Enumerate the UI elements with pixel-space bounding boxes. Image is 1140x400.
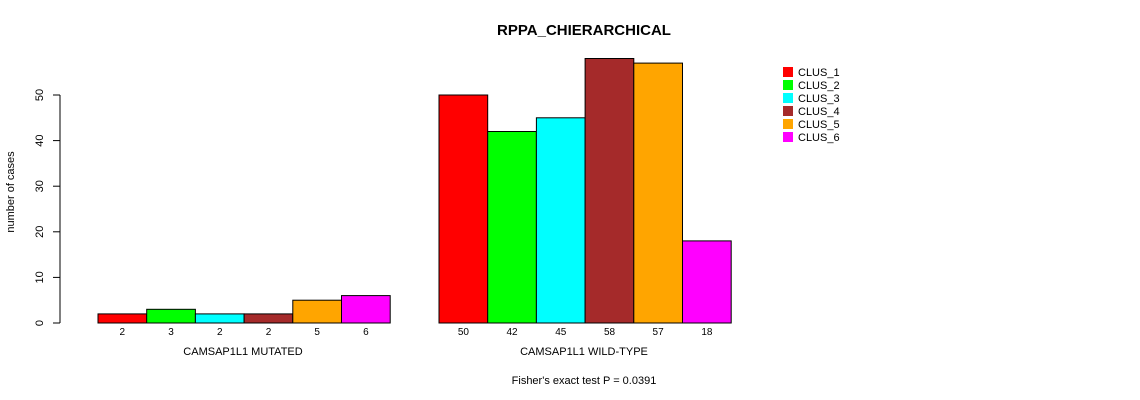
y-tick-label: 30 xyxy=(34,180,46,192)
bar-count-label: 18 xyxy=(701,327,713,338)
bars xyxy=(97,58,732,324)
bar-clus-2 xyxy=(146,308,196,324)
legend-swatch xyxy=(783,93,793,103)
legend-label: CLUS_4 xyxy=(798,106,840,118)
bar-clus-1 xyxy=(438,94,489,324)
chart-title: RPPA_CHIERARCHICAL xyxy=(497,22,671,39)
group-label-wild-type: CAMSAP1L1 WILD-TYPE xyxy=(520,346,648,358)
y-axis: 0 10 20 30 40 50 xyxy=(34,89,61,326)
legend-label: CLUS_3 xyxy=(798,93,840,105)
legend-swatch xyxy=(783,67,793,77)
bar-count-label: 6 xyxy=(363,327,369,338)
legend-swatch xyxy=(783,106,793,116)
bar-count-label: 2 xyxy=(217,327,223,338)
bar-clus-6 xyxy=(341,295,391,324)
legend-label: CLUS_5 xyxy=(798,119,840,131)
y-tick-label: 50 xyxy=(34,89,46,101)
bar-clus-4 xyxy=(243,313,294,324)
bar-labels: 2 3 2 2 5 6 50 42 45 58 57 18 xyxy=(120,327,713,338)
y-tick-label: 0 xyxy=(34,320,46,326)
bar-count-label: 58 xyxy=(604,327,616,338)
legend-label: CLUS_2 xyxy=(798,80,840,92)
legend-swatch xyxy=(783,80,793,90)
bar-count-label: 2 xyxy=(266,327,272,338)
legend-swatch xyxy=(783,132,793,142)
bar-count-label: 2 xyxy=(120,327,126,338)
y-tick-label: 40 xyxy=(34,134,46,146)
bar-clus-6 xyxy=(682,240,732,324)
legend-swatch xyxy=(783,119,793,129)
bar-clus-1 xyxy=(97,313,148,324)
bar-count-label: 50 xyxy=(458,327,470,338)
bar-count-label: 57 xyxy=(653,327,665,338)
group-label-mutated: CAMSAP1L1 MUTATED xyxy=(183,346,302,358)
y-tick-label: 10 xyxy=(34,271,46,283)
bar-clus-4 xyxy=(584,58,635,324)
bar-clus-5 xyxy=(292,299,342,324)
bar-count-label: 5 xyxy=(314,327,320,338)
y-axis-label: number of cases xyxy=(5,151,17,233)
bar-count-label: 45 xyxy=(555,327,567,338)
bar-count-label: 3 xyxy=(168,327,174,338)
bar-count-label: 42 xyxy=(506,327,518,338)
bar-clus-3 xyxy=(194,313,245,324)
bar-clus-5 xyxy=(633,62,683,324)
y-tick-label: 20 xyxy=(34,226,46,238)
legend-label: CLUS_1 xyxy=(798,67,840,79)
bar-clus-3 xyxy=(535,117,586,324)
bar-clus-2 xyxy=(487,131,537,324)
fisher-test-footnote: Fisher's exact test P = 0.0391 xyxy=(512,375,657,387)
legend-label: CLUS_6 xyxy=(798,132,840,144)
